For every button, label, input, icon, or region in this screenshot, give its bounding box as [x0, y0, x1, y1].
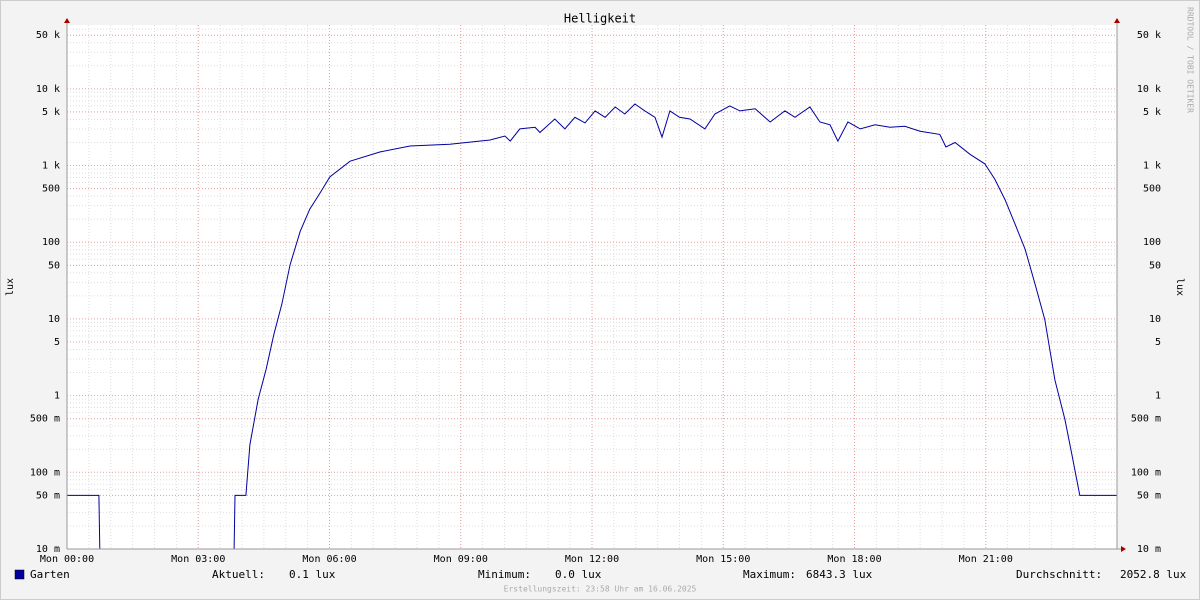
x-tick-label: Mon 03:00: [171, 554, 225, 565]
stat-value: 6843.3 lux: [806, 568, 873, 581]
y-axis-label: lux: [5, 278, 16, 296]
stat-label: Durchschnitt:: [1016, 568, 1102, 581]
y-tick-label: 50 m: [36, 490, 60, 501]
y-tick-label: 500: [42, 184, 60, 195]
y-tick-label: 10 m: [36, 544, 60, 555]
stat-label: Maximum:: [743, 568, 796, 581]
y-tick-label: 1 k: [42, 161, 60, 172]
stat-label: Minimum:: [478, 568, 531, 581]
y2-tick-label: 50: [1149, 260, 1161, 271]
y2-tick-label: 50 k: [1137, 30, 1161, 41]
y2-tick-label: 1 k: [1143, 161, 1161, 172]
y-tick-label: 10: [48, 314, 60, 325]
watermark: RRDTOOL / TOBI OETIKER: [1186, 7, 1195, 113]
y2-tick-label: 10 k: [1137, 84, 1161, 95]
y2-axis-label: lux: [1174, 278, 1185, 296]
y-tick-label: 5: [54, 337, 60, 348]
x-tick-label: Mon 21:00: [959, 554, 1013, 565]
data-line: [67, 103, 1117, 550]
y-tick-label: 100 m: [30, 467, 60, 478]
legend-label: Garten: [30, 568, 70, 581]
stat-label: Aktuell:: [212, 568, 265, 581]
stat-value: 0.1 lux: [289, 568, 336, 581]
marks: [67, 103, 1117, 550]
y-tick-label: 50: [48, 260, 60, 271]
y2-tick-label: 10: [1149, 314, 1161, 325]
y2-tick-label: 10 m: [1137, 544, 1161, 555]
y2-tick-label: 100: [1143, 237, 1161, 248]
y-tick-label: 500 m: [30, 414, 60, 425]
stat-value: 2052.8 lux: [1120, 568, 1187, 581]
y2-tick-label: 500: [1143, 184, 1161, 195]
y2-tick-label: 100 m: [1131, 467, 1161, 478]
y-tick-label: 10 k: [36, 84, 60, 95]
legend-swatch: [14, 569, 25, 580]
x-tick-label: Mon 09:00: [434, 554, 488, 565]
x-tick-label: Mon 18:00: [827, 554, 881, 565]
y-tick-label: 1: [54, 391, 60, 402]
y2-tick-label: 5: [1155, 337, 1161, 348]
y2-tick-label: 500 m: [1131, 414, 1161, 425]
y2-tick-label: 50 m: [1137, 490, 1161, 501]
x-tick-label: Mon 00:00: [40, 554, 94, 565]
footer: Erstellungszeit: 23:58 Uhr am 16.06.2025: [504, 585, 697, 594]
x-tick-label: Mon 15:00: [696, 554, 750, 565]
y-tick-label: 5 k: [42, 107, 60, 118]
x-tick-label: Mon 12:00: [565, 554, 619, 565]
chart-title: Helligkeit: [564, 12, 636, 26]
axis-arrow: [1114, 18, 1120, 23]
x-tick-label: Mon 06:00: [302, 554, 356, 565]
axis-arrow: [64, 18, 70, 23]
axis-arrow: [1121, 546, 1126, 552]
y2-tick-label: 5 k: [1143, 107, 1161, 118]
y-tick-label: 50 k: [36, 30, 60, 41]
y2-tick-label: 1: [1155, 391, 1161, 402]
stat-value: 0.0 lux: [555, 568, 602, 581]
y-tick-label: 100: [42, 237, 60, 248]
